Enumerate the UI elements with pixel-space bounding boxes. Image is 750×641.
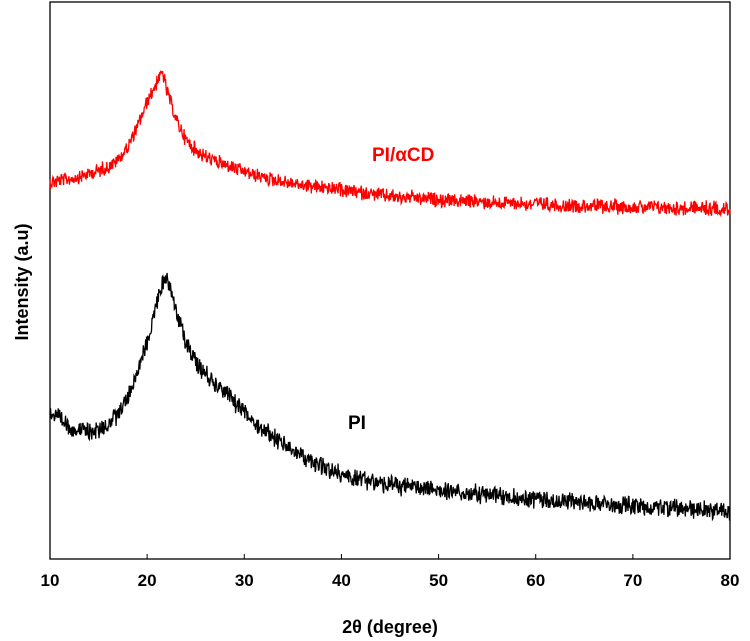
series-line-0 [49,70,731,218]
x-tick-label: 30 [235,571,254,590]
series-label-pi-acd: PI/αCD [372,145,434,166]
x-axis-ticks: 10 20 30 40 50 60 70 80 [41,554,740,590]
x-tick-label: 10 [41,571,60,590]
x-tick-label: 20 [138,571,157,590]
x-tick-label: 70 [623,571,642,590]
series-line-1 [49,272,731,522]
series-label-pi: PI [348,413,366,434]
x-axis-label: 2θ (degree) [342,617,438,637]
x-tick-label: 80 [721,571,740,590]
plot-frame [49,1,731,560]
x-tick-label: 60 [526,571,545,590]
x-tick-label: 40 [332,571,351,590]
x-tick-label: 50 [429,571,448,590]
y-axis-label: Intensity (a.u) [12,223,32,340]
series-group [49,70,731,522]
